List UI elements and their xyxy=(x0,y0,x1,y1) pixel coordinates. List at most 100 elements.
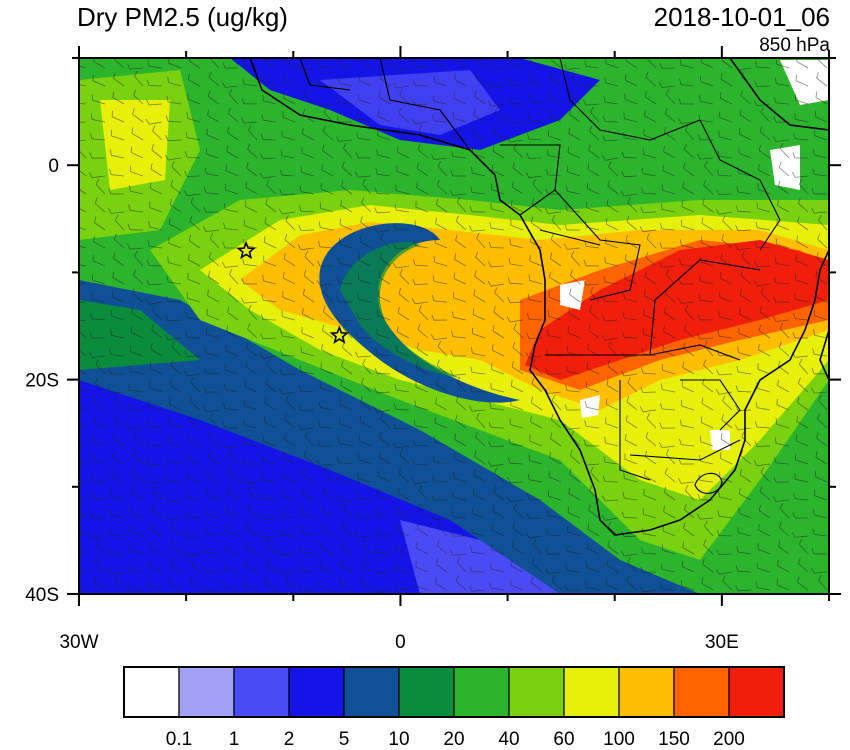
wind-barb-feather xyxy=(774,96,777,104)
wind-barb-feather xyxy=(476,412,480,419)
wind-barb xyxy=(547,174,562,177)
wind-barb-feather xyxy=(336,135,340,142)
wind-barb-feather xyxy=(759,305,763,312)
wind-barb xyxy=(304,256,315,267)
wind-barb xyxy=(624,373,638,377)
wind-barb-feather xyxy=(375,348,378,355)
wind-barb xyxy=(111,174,125,177)
wind-barb xyxy=(491,388,505,393)
wind-barb xyxy=(131,132,144,141)
wind-barb-feather xyxy=(509,238,511,245)
wind-barb-feather xyxy=(375,528,378,535)
wind-barb xyxy=(586,387,600,393)
wind-barb-feather xyxy=(606,199,609,206)
wind-barb xyxy=(282,296,296,303)
wind-barb xyxy=(777,385,790,393)
wind-barb-feather xyxy=(397,307,400,313)
wind-barb xyxy=(357,175,372,178)
wind-barb xyxy=(567,531,581,537)
wind-barb-feather xyxy=(474,270,477,277)
wind-barb-feather xyxy=(227,107,231,114)
wind-barb-feather xyxy=(94,377,98,384)
wind-barb xyxy=(187,193,201,197)
wind-barb xyxy=(396,265,410,269)
wind-barb-feather xyxy=(642,508,644,515)
wind-barb-feather xyxy=(222,81,226,88)
wind-barb-feather xyxy=(470,186,473,193)
wind-barb xyxy=(550,258,562,267)
wind-barb-feather xyxy=(665,88,670,95)
wind-barb xyxy=(757,208,771,213)
wind-barb xyxy=(528,337,543,339)
wind-barb-feather xyxy=(644,469,646,476)
wind-barb xyxy=(551,580,562,591)
wind-barb-feather xyxy=(432,455,435,462)
wind-barb xyxy=(795,498,809,501)
wind-barb xyxy=(111,116,125,123)
wind-barb xyxy=(548,571,562,574)
wind-barb xyxy=(681,225,695,231)
wind-barb-feather xyxy=(208,251,212,258)
wind-barb-feather xyxy=(170,179,174,186)
wind-barb-feather xyxy=(797,216,800,223)
wind-barb xyxy=(529,355,543,359)
wind-barb xyxy=(206,494,220,501)
wind-barb-feather xyxy=(797,576,800,583)
wind-barb-feather xyxy=(89,512,93,519)
wind-barb xyxy=(285,580,296,591)
wind-barb xyxy=(590,111,600,123)
wind-barb-feather xyxy=(323,106,328,113)
wind-barb-feather xyxy=(663,325,665,332)
wind-barb-feather xyxy=(702,378,705,385)
wind-barb-feather xyxy=(590,286,594,293)
wind-barb-feather xyxy=(584,60,587,67)
wind-barb xyxy=(149,121,163,125)
wind-barb-feather xyxy=(451,510,454,517)
wind-barb xyxy=(437,166,448,177)
wind-barb xyxy=(701,62,714,69)
wind-barb xyxy=(814,135,828,141)
wind-barb xyxy=(779,328,790,339)
wind-barb xyxy=(607,185,619,195)
wind-barb xyxy=(453,336,467,339)
wind-barb-feather xyxy=(265,558,268,565)
wind-barb-feather xyxy=(71,277,73,283)
wind-barb xyxy=(362,363,372,375)
wind-barb-feather xyxy=(302,127,304,134)
wind-barb xyxy=(303,275,315,285)
wind-barb xyxy=(285,400,296,411)
wind-barb xyxy=(510,83,524,87)
wind-barb-feather xyxy=(476,232,480,239)
wind-barb xyxy=(134,255,144,267)
wind-barb-feather xyxy=(88,532,93,538)
wind-barb-feather xyxy=(704,520,708,527)
wind-barb xyxy=(206,229,220,232)
wind-barb xyxy=(114,239,125,249)
wind-barb xyxy=(415,566,429,573)
wind-barb xyxy=(188,79,201,87)
plume-red-core xyxy=(525,240,829,380)
wind-barb xyxy=(453,98,467,105)
wind-barb xyxy=(776,63,790,69)
wind-barb xyxy=(281,553,296,556)
wind-barb xyxy=(756,85,771,87)
wind-barb xyxy=(700,280,714,285)
wind-barb xyxy=(187,458,201,465)
wind-barb-feather xyxy=(601,154,606,161)
wind-barb xyxy=(264,582,277,591)
wind-barb-feather xyxy=(112,451,115,458)
wind-barb xyxy=(397,492,410,501)
border-d xyxy=(545,344,741,361)
wind-barb xyxy=(737,570,752,573)
wind-barb xyxy=(813,391,828,394)
lesotho-border xyxy=(694,472,723,494)
wind-barb xyxy=(244,225,258,231)
wind-barb xyxy=(416,187,429,195)
wind-barb xyxy=(112,97,125,105)
wind-barb xyxy=(799,544,809,555)
pressure-level: 850 hPa xyxy=(759,35,830,56)
wind-barb xyxy=(606,583,619,591)
wind-barb-feather xyxy=(778,521,782,528)
wind-barb xyxy=(435,223,448,231)
wind-barb-feather xyxy=(412,79,416,86)
